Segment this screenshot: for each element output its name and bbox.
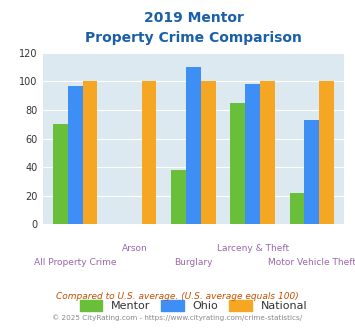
Bar: [53, 124, 68, 224]
Bar: [245, 84, 260, 224]
Bar: [260, 82, 275, 224]
Bar: [142, 82, 157, 224]
Bar: [68, 86, 83, 224]
Bar: [82, 82, 97, 224]
Text: Compared to U.S. average. (U.S. average equals 100): Compared to U.S. average. (U.S. average …: [56, 292, 299, 301]
Text: © 2025 CityRating.com - https://www.cityrating.com/crime-statistics/: © 2025 CityRating.com - https://www.city…: [53, 314, 302, 321]
Bar: [201, 82, 216, 224]
Text: Motor Vehicle Theft: Motor Vehicle Theft: [268, 258, 355, 267]
Text: Arson: Arson: [121, 244, 147, 253]
Bar: [230, 103, 245, 224]
Text: Larceny & Theft: Larceny & Theft: [217, 244, 289, 253]
Title: 2019 Mentor
Property Crime Comparison: 2019 Mentor Property Crime Comparison: [85, 11, 302, 45]
Bar: [290, 193, 305, 224]
Text: Burglary: Burglary: [174, 258, 213, 267]
Bar: [319, 82, 334, 224]
Bar: [186, 67, 201, 224]
Bar: [171, 170, 186, 224]
Text: All Property Crime: All Property Crime: [34, 258, 116, 267]
Legend: Mentor, Ohio, National: Mentor, Ohio, National: [75, 295, 312, 315]
Bar: [304, 120, 319, 224]
